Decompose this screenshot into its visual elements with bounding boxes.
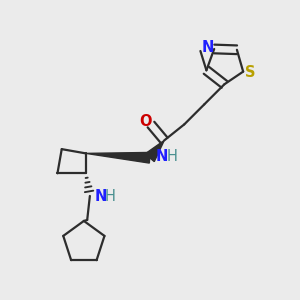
Text: O: O — [140, 114, 152, 129]
Text: H: H — [167, 148, 178, 164]
Text: N: N — [95, 189, 107, 204]
Polygon shape — [145, 140, 164, 162]
Text: N: N — [201, 40, 214, 55]
Text: H: H — [104, 189, 115, 204]
Text: N: N — [155, 148, 167, 164]
Polygon shape — [86, 152, 150, 163]
Text: S: S — [244, 65, 255, 80]
